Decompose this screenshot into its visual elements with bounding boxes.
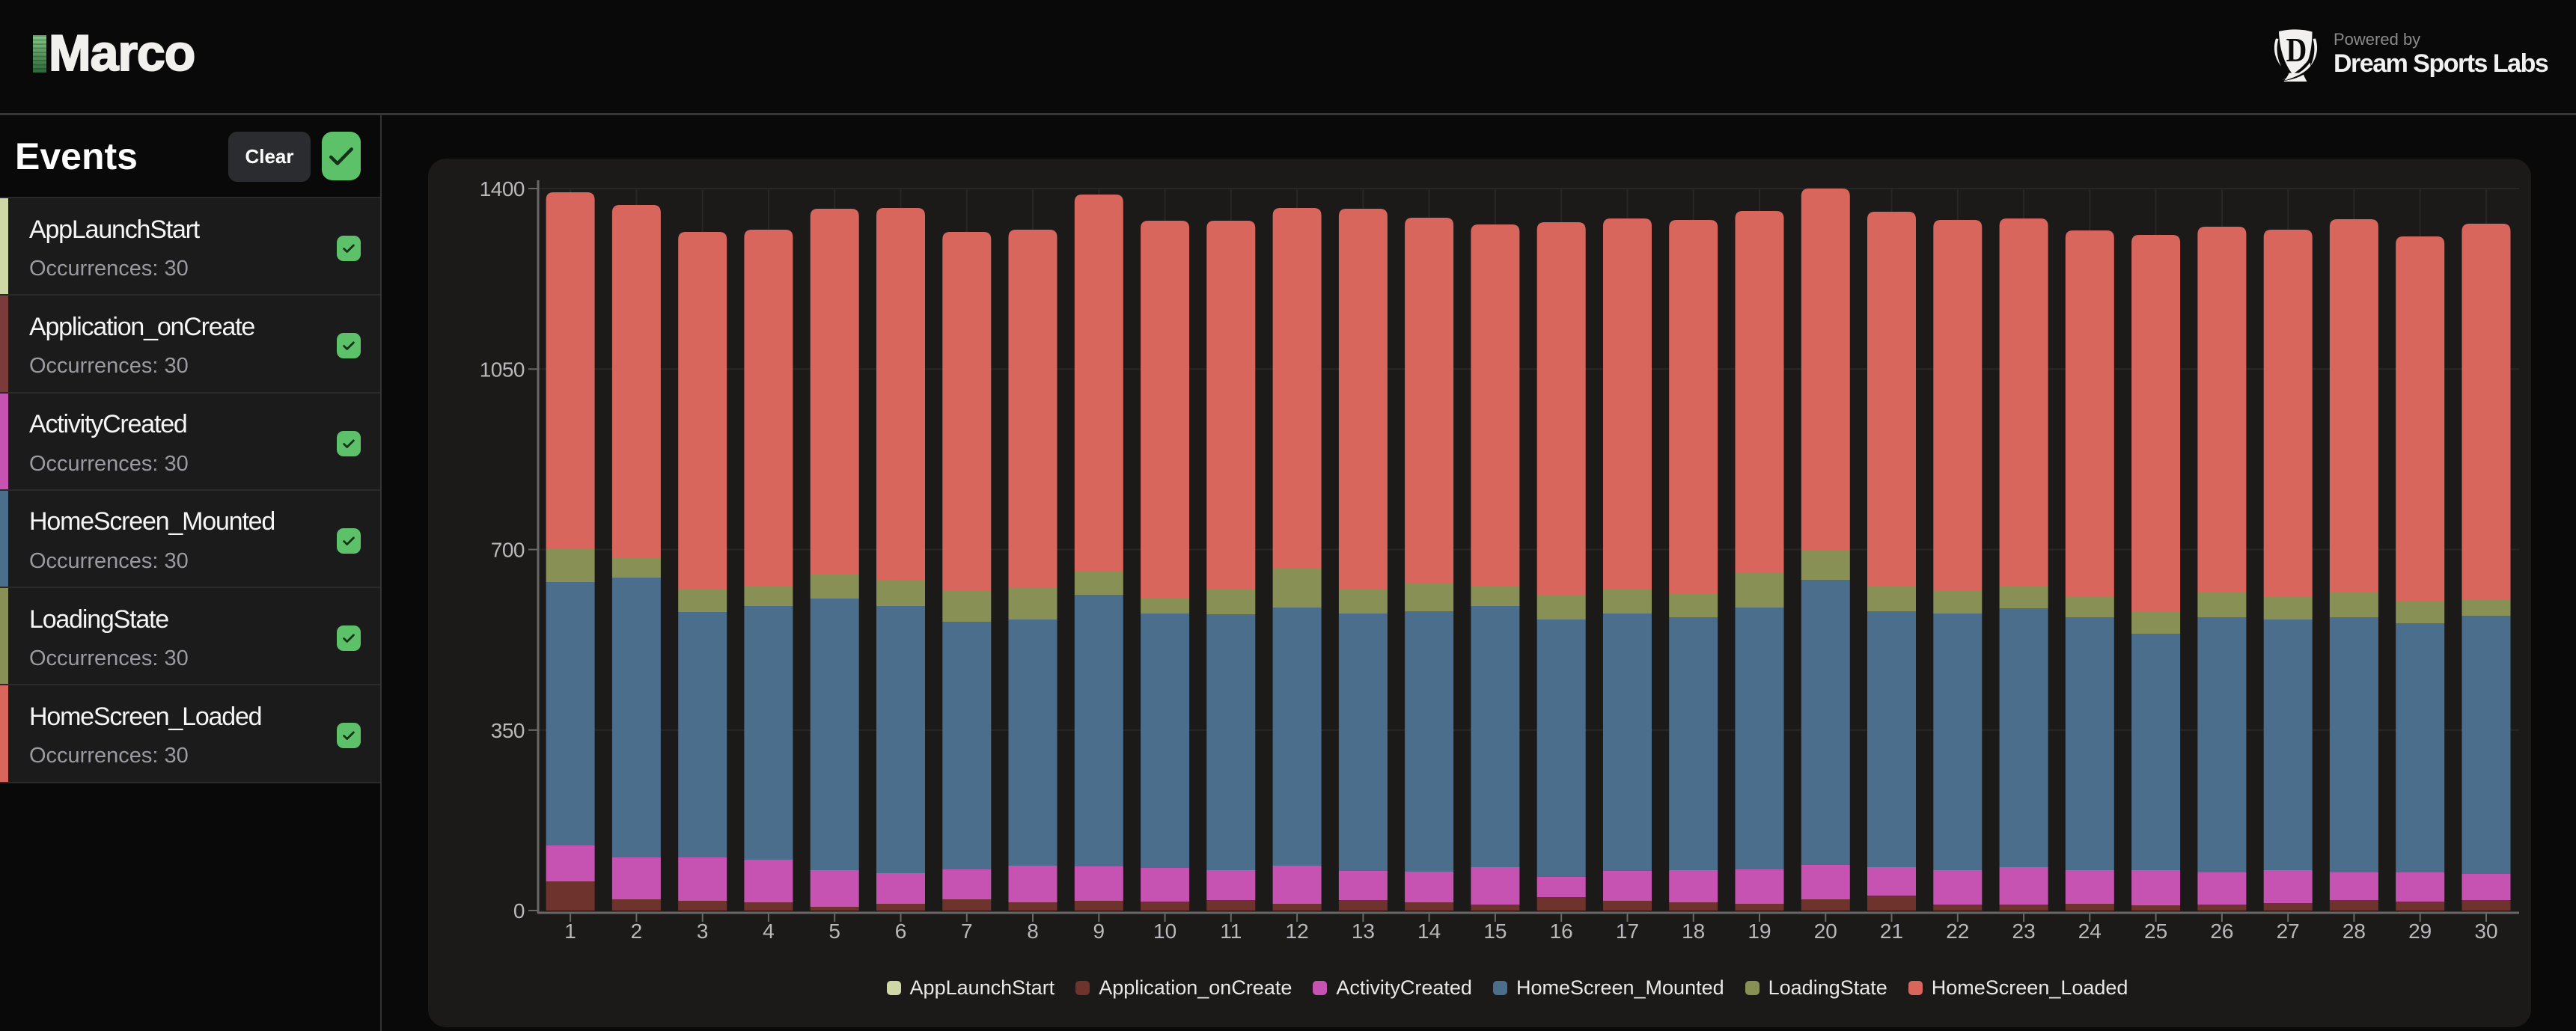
svg-text:5: 5 <box>828 920 840 943</box>
svg-text:19: 19 <box>1748 920 1771 943</box>
svg-text:8: 8 <box>1027 920 1039 943</box>
svg-text:700: 700 <box>491 539 525 562</box>
svg-text:23: 23 <box>2012 920 2036 943</box>
svg-text:7: 7 <box>961 920 973 943</box>
svg-text:6: 6 <box>895 920 907 943</box>
svg-text:27: 27 <box>2277 920 2300 943</box>
svg-text:15: 15 <box>1483 920 1507 943</box>
svg-text:28: 28 <box>2342 920 2366 943</box>
svg-text:20: 20 <box>1814 920 1837 943</box>
svg-text:10: 10 <box>1153 920 1176 943</box>
svg-text:14: 14 <box>1417 920 1441 943</box>
svg-text:1: 1 <box>564 920 576 943</box>
svg-text:22: 22 <box>1946 920 1969 943</box>
svg-text:30: 30 <box>2474 920 2497 943</box>
svg-text:18: 18 <box>1682 920 1705 943</box>
svg-text:11: 11 <box>1220 920 1242 943</box>
svg-text:0: 0 <box>513 899 525 923</box>
svg-text:4: 4 <box>763 920 775 943</box>
svg-text:29: 29 <box>2408 920 2432 943</box>
svg-text:1400: 1400 <box>480 177 525 201</box>
svg-text:2: 2 <box>631 920 643 943</box>
svg-text:3: 3 <box>697 920 709 943</box>
svg-text:26: 26 <box>2210 920 2233 943</box>
svg-text:12: 12 <box>1286 920 1309 943</box>
svg-text:24: 24 <box>2078 920 2102 943</box>
svg-text:16: 16 <box>1550 920 1573 943</box>
svg-text:21: 21 <box>1880 920 1903 943</box>
svg-text:9: 9 <box>1093 920 1105 943</box>
svg-text:13: 13 <box>1352 920 1375 943</box>
svg-text:D: D <box>2286 32 2307 70</box>
svg-text:350: 350 <box>491 719 525 742</box>
svg-text:25: 25 <box>2144 920 2167 943</box>
svg-text:1050: 1050 <box>480 358 525 381</box>
svg-text:17: 17 <box>1616 920 1639 943</box>
